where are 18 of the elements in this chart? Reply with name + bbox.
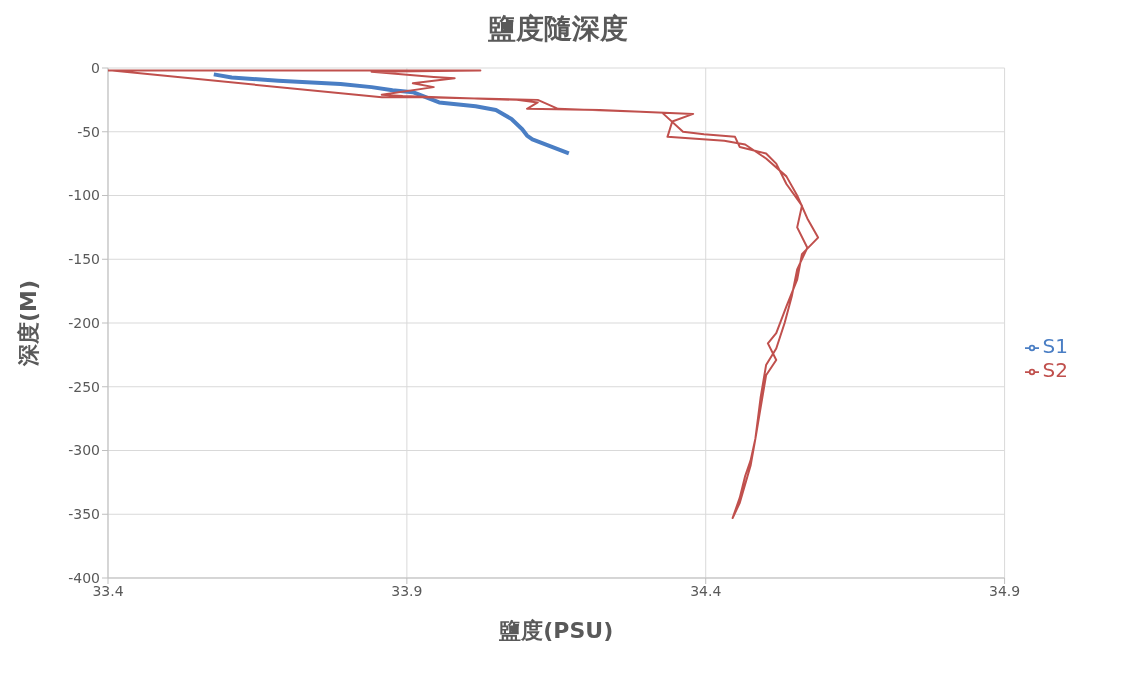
y-tick-label: -350: [68, 506, 100, 523]
x-axis-title: 鹽度(PSU): [498, 618, 614, 643]
y-tick-label: -300: [68, 442, 100, 459]
x-tick-label: 34.4: [690, 582, 722, 599]
y-axis-title: 深度(M): [15, 279, 41, 368]
y-tick-label: -100: [68, 187, 100, 204]
line-series: [108, 69, 820, 520]
x-tick-label: 33.9: [391, 582, 423, 599]
chart-title: 鹽度隨深度: [487, 11, 629, 47]
y-tick-label: -250: [68, 378, 100, 395]
y-tick-label: -200: [68, 314, 100, 331]
y-tick-label: -50: [77, 123, 100, 140]
legend-label: S2: [1042, 358, 1068, 382]
x-tick-label: 34.9: [988, 582, 1021, 599]
line-series: [211, 72, 571, 156]
y-tick-label: -150: [68, 251, 100, 268]
legend-label: S1: [1042, 334, 1068, 358]
y-tick-label: 0: [91, 59, 100, 76]
